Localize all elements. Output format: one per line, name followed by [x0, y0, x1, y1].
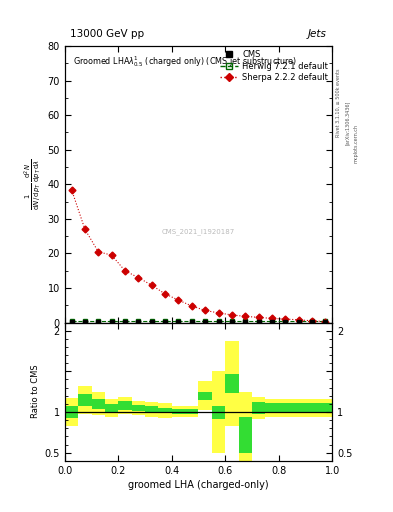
Bar	[265, 403, 279, 413]
Bar	[65, 407, 78, 418]
Text: Jets: Jets	[308, 29, 327, 39]
Bar	[252, 397, 265, 419]
Bar	[319, 403, 332, 413]
Bar	[118, 397, 132, 414]
Bar	[145, 402, 158, 417]
Bar	[198, 381, 212, 411]
Bar	[292, 399, 305, 417]
Bar	[78, 386, 92, 414]
Bar	[252, 402, 265, 414]
Bar	[279, 399, 292, 417]
Text: Rivet 3.1.10, ≥ 500k events: Rivet 3.1.10, ≥ 500k events	[336, 68, 341, 137]
Bar	[132, 404, 145, 411]
Bar	[305, 403, 319, 413]
Bar	[78, 394, 92, 406]
Bar	[212, 371, 225, 453]
Text: [arXiv:1306.3436]: [arXiv:1306.3436]	[345, 101, 350, 145]
Bar	[172, 406, 185, 417]
Bar	[305, 399, 319, 417]
Bar	[145, 407, 158, 413]
Y-axis label: $\frac{1}{\mathrm{d}N\,/\,\mathrm{d}p_T}\,\frac{\mathrm{d}^2N}{\mathrm{d}p_T\,\m: $\frac{1}{\mathrm{d}N\,/\,\mathrm{d}p_T}…	[23, 158, 44, 210]
Bar	[198, 392, 212, 400]
Bar	[225, 374, 239, 393]
Bar	[279, 403, 292, 413]
Bar	[92, 399, 105, 409]
Bar	[172, 409, 185, 414]
X-axis label: groomed LHA (charged-only): groomed LHA (charged-only)	[128, 480, 269, 490]
Bar	[265, 399, 279, 417]
Bar	[292, 403, 305, 413]
Bar	[319, 399, 332, 417]
Bar	[212, 406, 225, 418]
Bar	[65, 398, 78, 426]
Bar	[225, 342, 239, 426]
Bar	[239, 417, 252, 453]
Text: CMS_2021_I1920187: CMS_2021_I1920187	[162, 228, 235, 234]
Text: Groomed LHA$\lambda^{1}_{0.5}$ (charged only) (CMS jet substructure): Groomed LHA$\lambda^{1}_{0.5}$ (charged …	[73, 54, 297, 69]
Text: 13000 GeV pp: 13000 GeV pp	[70, 29, 144, 39]
Bar	[118, 401, 132, 410]
Text: mcplots.cern.ch: mcplots.cern.ch	[354, 124, 359, 163]
Bar	[158, 408, 172, 413]
Bar	[105, 404, 118, 412]
Legend: CMS, Herwig 7.2.1 default, Sherpa 2.2.2 default: CMS, Herwig 7.2.1 default, Sherpa 2.2.2 …	[220, 50, 328, 82]
Bar	[185, 409, 198, 414]
Bar	[132, 400, 145, 415]
Bar	[158, 403, 172, 418]
Bar	[239, 393, 252, 477]
Bar	[185, 406, 198, 417]
Bar	[92, 393, 105, 415]
Y-axis label: Ratio to CMS: Ratio to CMS	[31, 365, 40, 418]
Bar	[105, 399, 118, 417]
